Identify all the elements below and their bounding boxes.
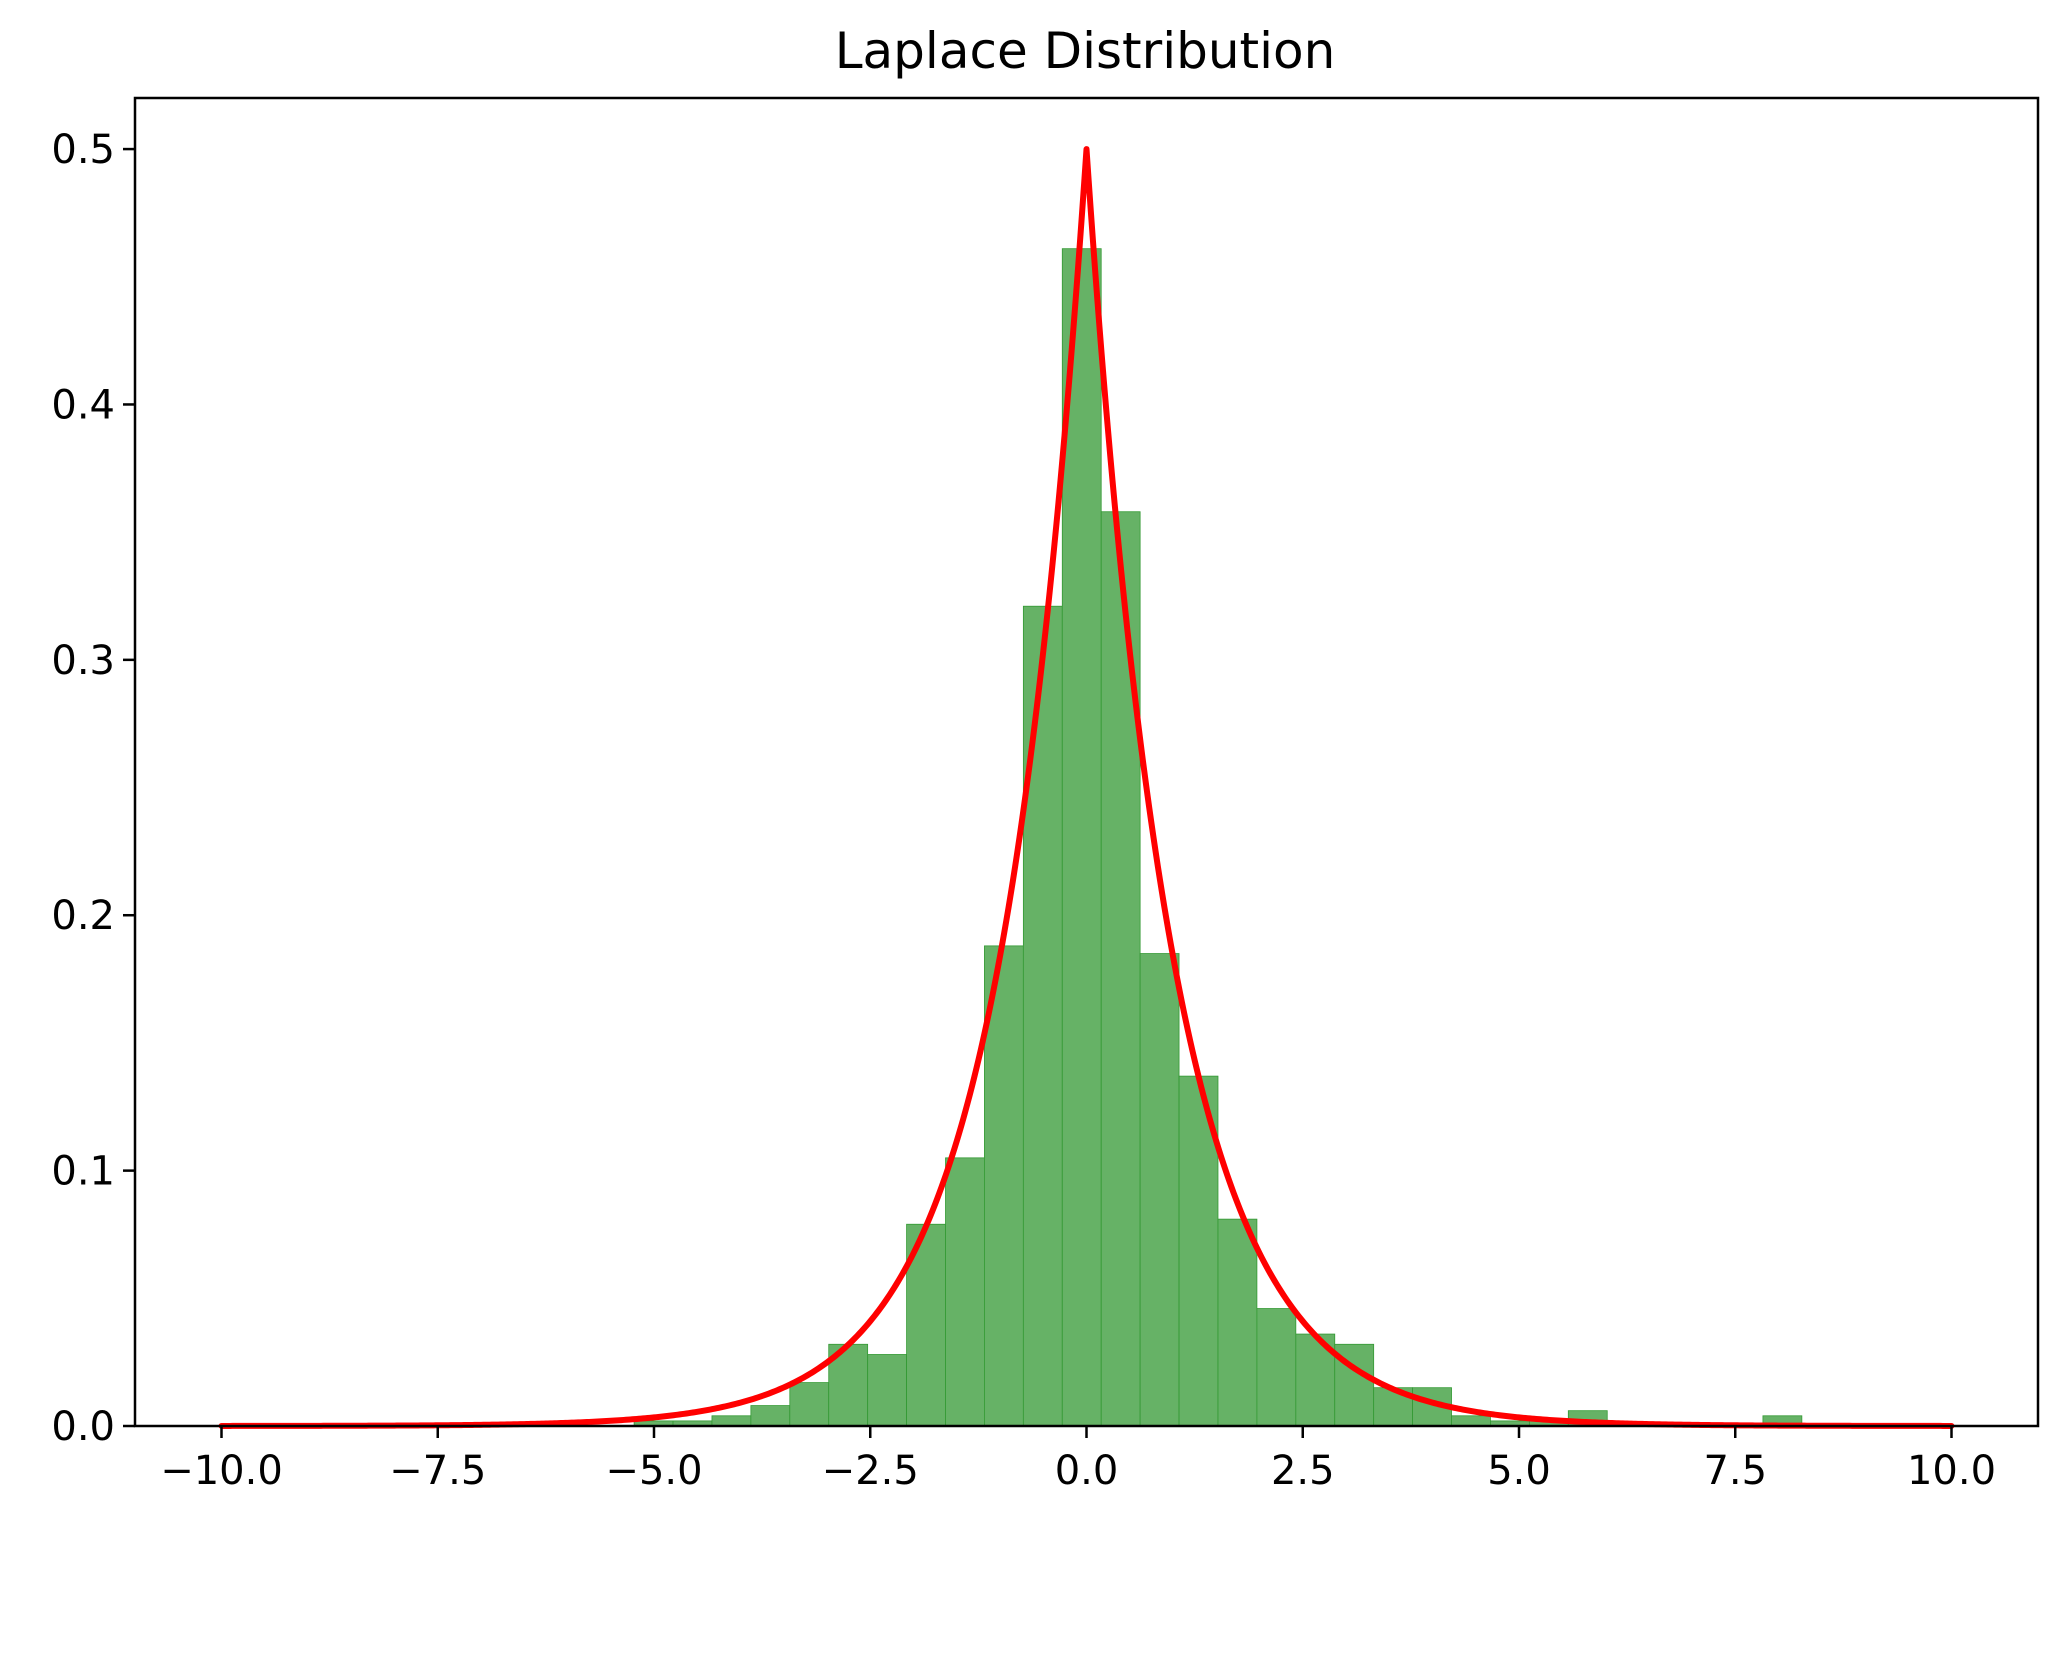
y-tick-label: 0.1 (51, 1149, 115, 1195)
y-tick-label: 0.0 (51, 1404, 115, 1450)
x-tick-label: 5.0 (1487, 1448, 1551, 1494)
x-tick-label: −10.0 (160, 1448, 283, 1494)
histogram-bar (1217, 1218, 1258, 1427)
histogram-bar (1139, 953, 1180, 1427)
chart-title: Laplace Distribution (835, 22, 1336, 80)
x-tick-label: 10.0 (1907, 1448, 1996, 1494)
histogram-bars (633, 248, 1803, 1427)
histogram-bar (1256, 1308, 1297, 1427)
histogram-bar (1100, 511, 1141, 1427)
histogram-bar (750, 1405, 791, 1427)
histogram-bar (945, 1157, 985, 1427)
x-tick-label: 7.5 (1703, 1448, 1767, 1494)
y-tick-label: 0.5 (51, 127, 115, 173)
x-tick-label: 0.0 (1055, 1448, 1119, 1494)
x-tick-label: −7.5 (389, 1448, 486, 1494)
x-tick-label: −2.5 (822, 1448, 919, 1494)
y-axis-ticks: 0.0 0.1 0.2 0.3 0.4 0.5 (51, 127, 135, 1450)
histogram-bar (1451, 1415, 1491, 1427)
x-tick-label: −5.0 (605, 1448, 702, 1494)
histogram-bar (789, 1382, 830, 1427)
y-tick-label: 0.2 (51, 893, 115, 939)
x-tick-label: 2.5 (1271, 1448, 1335, 1494)
histogram-bar (1022, 605, 1063, 1427)
pdf-curve (218, 146, 1955, 1429)
histogram-bar (867, 1354, 907, 1427)
y-tick-label: 0.4 (51, 382, 115, 428)
pdf-curve-group (218, 146, 1955, 1429)
x-axis-ticks: −10.0 −7.5 −5.0 −2.5 0.0 2.5 5.0 7.5 10.0 (160, 1426, 1996, 1494)
y-tick-label: 0.3 (51, 638, 115, 684)
histogram-bar (711, 1415, 752, 1427)
